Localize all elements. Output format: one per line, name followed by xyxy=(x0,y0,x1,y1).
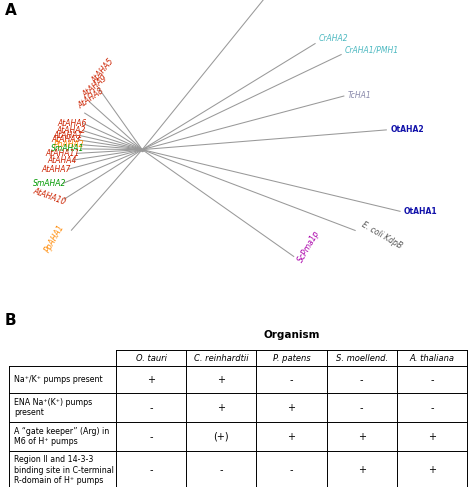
Text: -: - xyxy=(149,403,153,412)
Text: -: - xyxy=(430,403,434,412)
Text: A: A xyxy=(5,3,17,18)
Text: AtAHA4: AtAHA4 xyxy=(47,156,77,165)
Text: -: - xyxy=(430,375,434,385)
Text: TcHA1: TcHA1 xyxy=(348,92,372,100)
Text: P. patens: P. patens xyxy=(273,354,310,363)
Text: -: - xyxy=(219,466,223,475)
Text: +: + xyxy=(218,403,225,412)
Text: Organism: Organism xyxy=(263,330,320,340)
Text: B: B xyxy=(5,314,17,328)
Text: -: - xyxy=(290,375,293,385)
Text: AtAHA6: AtAHA6 xyxy=(57,119,86,128)
Text: AtAHA3: AtAHA3 xyxy=(52,135,81,144)
Text: +: + xyxy=(358,466,365,475)
Text: PpAHA2: PpAHA2 xyxy=(54,140,85,149)
Text: S. moellend.: S. moellend. xyxy=(336,354,388,363)
Text: C. reinhardtii: C. reinhardtii xyxy=(194,354,249,363)
Text: -: - xyxy=(149,466,153,475)
Text: +: + xyxy=(288,431,295,442)
Text: +: + xyxy=(147,375,155,385)
Text: CrAHA1/PMH1: CrAHA1/PMH1 xyxy=(345,45,399,55)
Text: AtAHA2: AtAHA2 xyxy=(56,126,86,135)
Text: CrAHA2: CrAHA2 xyxy=(319,34,348,43)
Text: -: - xyxy=(290,466,293,475)
Text: SmAHA2: SmAHA2 xyxy=(33,179,66,188)
Text: SmAHA1: SmAHA1 xyxy=(51,145,84,153)
Text: +: + xyxy=(218,375,225,385)
Text: -: - xyxy=(360,375,364,385)
Text: +: + xyxy=(358,431,365,442)
Text: OtAHA2: OtAHA2 xyxy=(391,125,424,134)
Text: Na⁺/K⁺ pumps present: Na⁺/K⁺ pumps present xyxy=(14,375,103,384)
Text: AtAHA1: AtAHA1 xyxy=(54,131,83,140)
Text: AtAHA7: AtAHA7 xyxy=(42,165,71,174)
Text: AtAHA5: AtAHA5 xyxy=(90,57,115,85)
Text: AtAHA9: AtAHA9 xyxy=(81,74,109,100)
Text: Region II and 14-3-3
binding site in C-terminal
R-domain of H⁺ pumps: Region II and 14-3-3 binding site in C-t… xyxy=(14,455,114,485)
Text: AtAHA11: AtAHA11 xyxy=(46,149,80,158)
Text: PpAHA1: PpAHA1 xyxy=(43,223,66,254)
Text: A “gate keeper” (Arg) in
M6 of H⁺ pumps: A “gate keeper” (Arg) in M6 of H⁺ pumps xyxy=(14,427,109,446)
Text: AtAHA8: AtAHA8 xyxy=(76,87,106,111)
Text: +: + xyxy=(288,403,295,412)
Text: -: - xyxy=(360,403,364,412)
Text: (+): (+) xyxy=(214,431,229,442)
Text: ScPma1p: ScPma1p xyxy=(297,229,322,264)
Text: +: + xyxy=(428,466,436,475)
Text: E. coli KdpB: E. coli KdpB xyxy=(360,220,404,250)
Text: ENA Na⁺(K⁺) pumps
present: ENA Na⁺(K⁺) pumps present xyxy=(14,398,92,417)
Text: A. thaliana: A. thaliana xyxy=(410,354,454,363)
Text: O. tauri: O. tauri xyxy=(136,354,167,363)
Text: AtAHA10: AtAHA10 xyxy=(31,186,66,206)
Text: +: + xyxy=(428,431,436,442)
Text: OtAHA1: OtAHA1 xyxy=(404,207,438,216)
Text: -: - xyxy=(149,431,153,442)
